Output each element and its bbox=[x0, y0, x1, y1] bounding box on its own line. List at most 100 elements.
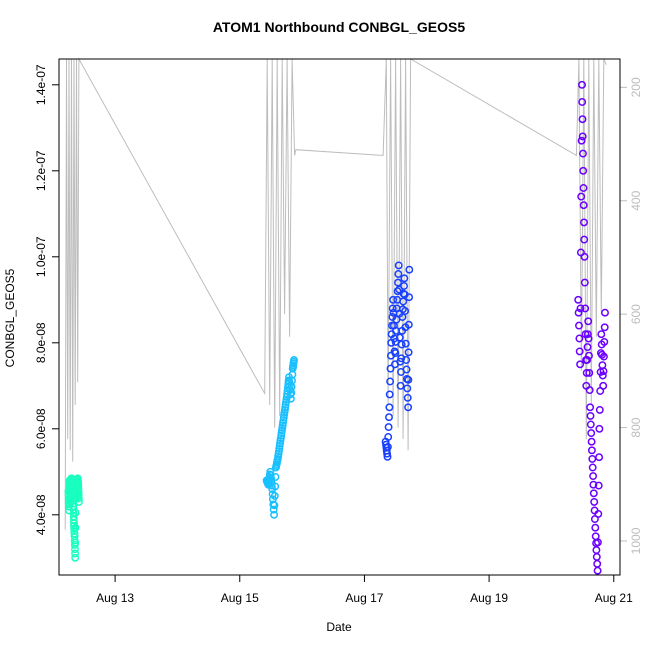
data-point bbox=[594, 481, 603, 490]
data-point bbox=[385, 403, 394, 412]
data-point bbox=[601, 308, 609, 317]
data-point bbox=[71, 508, 80, 517]
series-3 bbox=[381, 261, 414, 461]
data-point bbox=[600, 337, 609, 346]
data-point bbox=[580, 235, 589, 244]
data-point bbox=[269, 505, 278, 514]
data-point bbox=[578, 132, 587, 141]
data-point bbox=[74, 497, 83, 506]
data-point bbox=[385, 390, 394, 399]
x-tick-label: Aug 15 bbox=[221, 591, 259, 605]
data-point bbox=[402, 365, 411, 374]
data-point bbox=[579, 166, 588, 175]
data-point bbox=[394, 270, 403, 278]
data-point bbox=[71, 523, 80, 532]
data-point bbox=[587, 429, 596, 438]
data-point bbox=[270, 501, 279, 510]
y-right-tick-label: 1000 bbox=[629, 527, 643, 554]
data-point bbox=[71, 553, 80, 562]
y-tick-label: 1.4e-07 bbox=[34, 64, 48, 105]
data-point bbox=[404, 403, 413, 412]
y-tick-label: 4.0e-08 bbox=[34, 494, 48, 535]
data-point bbox=[384, 433, 393, 441]
data-point bbox=[586, 420, 595, 429]
y-axis-label: CONBGL_GEOS5 bbox=[3, 268, 17, 367]
y-right-tick-label: 400 bbox=[629, 190, 643, 210]
y-tick-label: 6.0e-08 bbox=[34, 408, 48, 449]
data-point bbox=[401, 307, 410, 315]
series-2 bbox=[262, 356, 298, 519]
data-point bbox=[583, 356, 592, 364]
data-point bbox=[267, 481, 276, 490]
data-point bbox=[400, 274, 409, 283]
series-1 bbox=[64, 474, 83, 562]
data-point bbox=[271, 482, 280, 491]
data-point bbox=[587, 446, 596, 455]
data-point bbox=[583, 343, 592, 352]
data-point bbox=[589, 480, 598, 489]
data-point bbox=[577, 192, 586, 201]
data-point bbox=[70, 519, 78, 528]
data-point bbox=[575, 334, 584, 343]
data-point bbox=[599, 367, 608, 376]
data-point bbox=[599, 381, 608, 390]
data-point bbox=[383, 452, 392, 461]
data-point bbox=[580, 218, 588, 227]
data-point bbox=[588, 463, 597, 472]
data-point bbox=[394, 261, 403, 270]
data-point bbox=[401, 339, 410, 348]
data-point bbox=[585, 368, 594, 377]
data-point bbox=[579, 184, 588, 192]
data-point bbox=[598, 371, 607, 380]
data-point bbox=[386, 377, 395, 386]
data-point bbox=[405, 265, 414, 274]
data-point bbox=[599, 352, 608, 361]
data-point bbox=[402, 356, 411, 364]
y-tick-label: 1.0e-07 bbox=[34, 236, 48, 277]
data-point bbox=[574, 308, 583, 317]
data-point bbox=[579, 201, 588, 210]
data-point bbox=[404, 320, 413, 329]
data-point bbox=[589, 472, 598, 481]
data-point bbox=[385, 413, 393, 422]
x-tick-label: Aug 19 bbox=[470, 591, 508, 605]
data-point bbox=[585, 386, 594, 395]
data-point bbox=[590, 497, 599, 506]
data-point bbox=[598, 350, 606, 359]
plot-frame bbox=[58, 58, 621, 576]
data-point bbox=[576, 360, 585, 369]
y-tick-label: 8.0e-08 bbox=[34, 322, 48, 363]
data-point bbox=[391, 349, 400, 358]
data-point bbox=[581, 304, 590, 313]
data-point bbox=[594, 509, 603, 518]
y-right-tick-label: 600 bbox=[629, 304, 643, 324]
data-point bbox=[404, 348, 413, 357]
axes: Aug 13 Aug 15 Aug 17 Aug 19 Aug 21 4.0e-08 6.0… bbox=[34, 64, 643, 605]
data-point bbox=[591, 523, 600, 532]
data-point bbox=[403, 393, 412, 402]
data-point bbox=[588, 454, 597, 463]
data-point bbox=[584, 317, 593, 326]
data-point bbox=[270, 491, 279, 500]
data-point bbox=[597, 330, 606, 339]
data-point bbox=[271, 473, 280, 481]
data-point bbox=[593, 566, 602, 575]
data-point bbox=[583, 330, 592, 339]
data-point bbox=[574, 295, 583, 304]
x-tick-label: Aug 13 bbox=[96, 591, 134, 605]
data-point bbox=[397, 340, 406, 349]
chart-title: ATOM1 Northbound CONBGL_GEOS5 bbox=[213, 19, 465, 35]
data-point bbox=[580, 252, 589, 261]
data-point bbox=[389, 295, 398, 304]
data-point bbox=[400, 282, 408, 290]
data-point bbox=[575, 347, 584, 356]
data-point bbox=[395, 333, 404, 342]
data-point bbox=[578, 80, 586, 89]
data-point bbox=[579, 149, 587, 158]
data-point bbox=[595, 453, 604, 462]
data-point bbox=[593, 538, 602, 547]
data-point bbox=[595, 405, 604, 414]
data-point bbox=[404, 375, 413, 384]
